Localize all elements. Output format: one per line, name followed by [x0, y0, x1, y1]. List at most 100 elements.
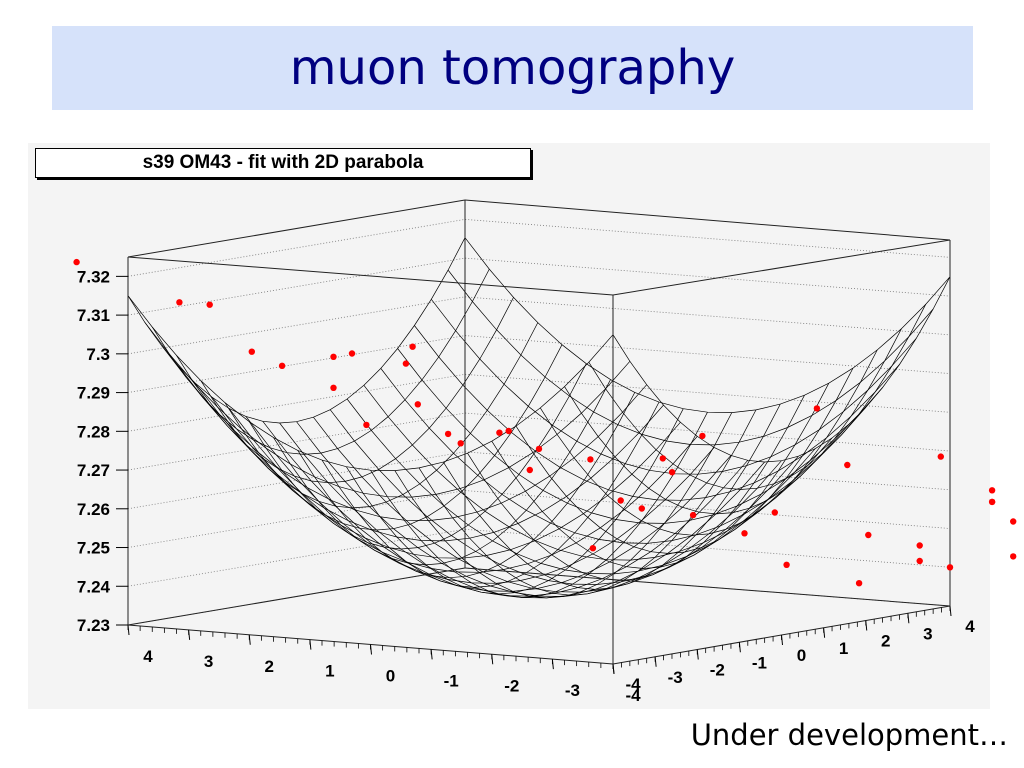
data-point-24 — [689, 511, 697, 519]
mesh-line-x-12 — [321, 401, 660, 588]
mesh-line-x-11 — [346, 408, 684, 595]
mesh-line-x-18 — [176, 297, 514, 484]
data-point-18 — [587, 456, 594, 463]
frame-edge-7 — [127, 256, 614, 296]
data-point-11 — [414, 401, 421, 408]
x-tick-label-8: -4 — [625, 686, 641, 705]
x-tick-label-6: -2 — [504, 676, 519, 695]
z-gridline-5 — [127, 412, 951, 471]
data-point-8 — [348, 350, 356, 357]
data-point-5 — [330, 353, 337, 360]
mesh-line-y-15 — [380, 368, 867, 544]
data-point-33 — [916, 542, 923, 549]
data-point-17 — [526, 466, 533, 474]
z-tick-label-7: 7.25 — [77, 539, 110, 558]
mesh-line-y-13 — [346, 398, 833, 575]
mesh-line-x-17 — [200, 322, 539, 509]
x-tick-label-2: 2 — [265, 657, 274, 676]
mesh-line-y-10 — [296, 421, 782, 597]
data-point-36 — [937, 453, 944, 460]
z-tick-label-0: 7.32 — [77, 267, 110, 286]
y-tick-label-2: -2 — [710, 661, 725, 680]
mesh-line-y-16 — [397, 348, 883, 524]
data-point-9 — [409, 343, 416, 350]
data-point-27 — [813, 405, 821, 412]
data-point-22 — [617, 497, 624, 504]
data-point-16 — [535, 445, 543, 453]
y-tick-label-8: 4 — [965, 617, 975, 636]
data-point-10 — [363, 421, 370, 429]
z-tick-label-6: 7.26 — [77, 500, 110, 519]
data-point-6 — [330, 384, 337, 391]
z-gridline-4 — [127, 373, 951, 432]
mesh-line-x-20 — [127, 237, 466, 424]
z-gridline-6 — [127, 451, 951, 510]
footer-note: Under development… — [690, 718, 1008, 752]
mesh-line-y-12 — [329, 409, 816, 585]
data-point-32 — [855, 580, 863, 587]
slide-title: muon tomography — [289, 40, 736, 96]
mesh-line-x-19 — [152, 268, 490, 455]
x-tick-label-3: 1 — [325, 662, 334, 681]
data-point-12 — [444, 430, 452, 438]
frame-edge-3 — [127, 199, 466, 258]
mesh-line-x-8 — [418, 409, 757, 596]
data-point-14 — [496, 429, 503, 436]
data-point-2 — [206, 301, 213, 308]
axis-layer: 7.32 7.31 7.3 7.29 7.28 7.27 7.26 7.25 7.24 7.23 4… — [77, 267, 975, 705]
frame-layer — [127, 199, 951, 665]
z-tick-label-4: 7.28 — [77, 422, 110, 441]
z-gridline-7 — [127, 490, 951, 548]
title-band: muon tomography — [52, 26, 973, 110]
grid-layer — [127, 218, 951, 626]
data-point-40 — [1010, 518, 1017, 525]
data-point-39 — [988, 498, 996, 506]
y-tick-label-5: 1 — [839, 639, 848, 658]
mesh-line-y-5 — [212, 397, 698, 573]
data-point-4 — [278, 362, 286, 369]
data-point-21 — [699, 432, 706, 440]
data-point-15 — [505, 427, 512, 435]
data-point-30 — [783, 561, 790, 568]
x-tick-label-5: -1 — [444, 671, 459, 690]
data-point-26 — [771, 509, 778, 516]
z-gridline-3 — [127, 335, 951, 393]
frame-edge-4 — [464, 199, 951, 241]
data-point-37 — [988, 487, 996, 494]
data-point-19 — [659, 455, 666, 462]
y-tick-label-3: -1 — [752, 653, 767, 672]
paraboloid-mesh — [127, 237, 951, 599]
mesh-line-x-14 — [273, 379, 611, 566]
z-gridline-0 — [127, 218, 951, 277]
data-point-29 — [589, 545, 597, 552]
z-tick-label-1: 7.31 — [77, 306, 110, 325]
data-point-25 — [741, 530, 748, 537]
y-tick-label-4: 0 — [797, 646, 806, 665]
z-gridline-2 — [127, 296, 951, 355]
data-point-35 — [946, 564, 954, 571]
frame-edge-6 — [464, 567, 951, 607]
plot-title: s39 OM43 - fit with 2D parabola — [142, 152, 424, 173]
y-tick-label-1: -3 — [668, 668, 683, 687]
data-point-34 — [916, 557, 923, 565]
z-tick-label-2: 7.3 — [86, 345, 110, 364]
data-point-0 — [73, 258, 80, 266]
mesh-line-y-19 — [447, 269, 934, 446]
y-tick-label-6: 2 — [881, 632, 890, 651]
data-point-13 — [457, 440, 464, 447]
data-point-41 — [1010, 553, 1017, 560]
x-tick-label-0: 4 — [143, 647, 153, 666]
z-tick-label-9: 7.23 — [77, 616, 110, 635]
frame-edge-5 — [127, 567, 466, 626]
mesh-line-y-9 — [279, 422, 765, 599]
data-point-7 — [402, 360, 410, 367]
frame-edge-8 — [612, 239, 951, 296]
data-point-28 — [844, 461, 851, 469]
y-tick-label-0: -4 — [625, 675, 641, 694]
mesh-line-y-14 — [363, 385, 850, 561]
mesh-line-y-3 — [178, 365, 664, 542]
y-tick-label-7: 3 — [923, 624, 932, 643]
mesh-line-y-17 — [414, 325, 900, 501]
z-tick-label-5: 7.27 — [77, 461, 110, 480]
